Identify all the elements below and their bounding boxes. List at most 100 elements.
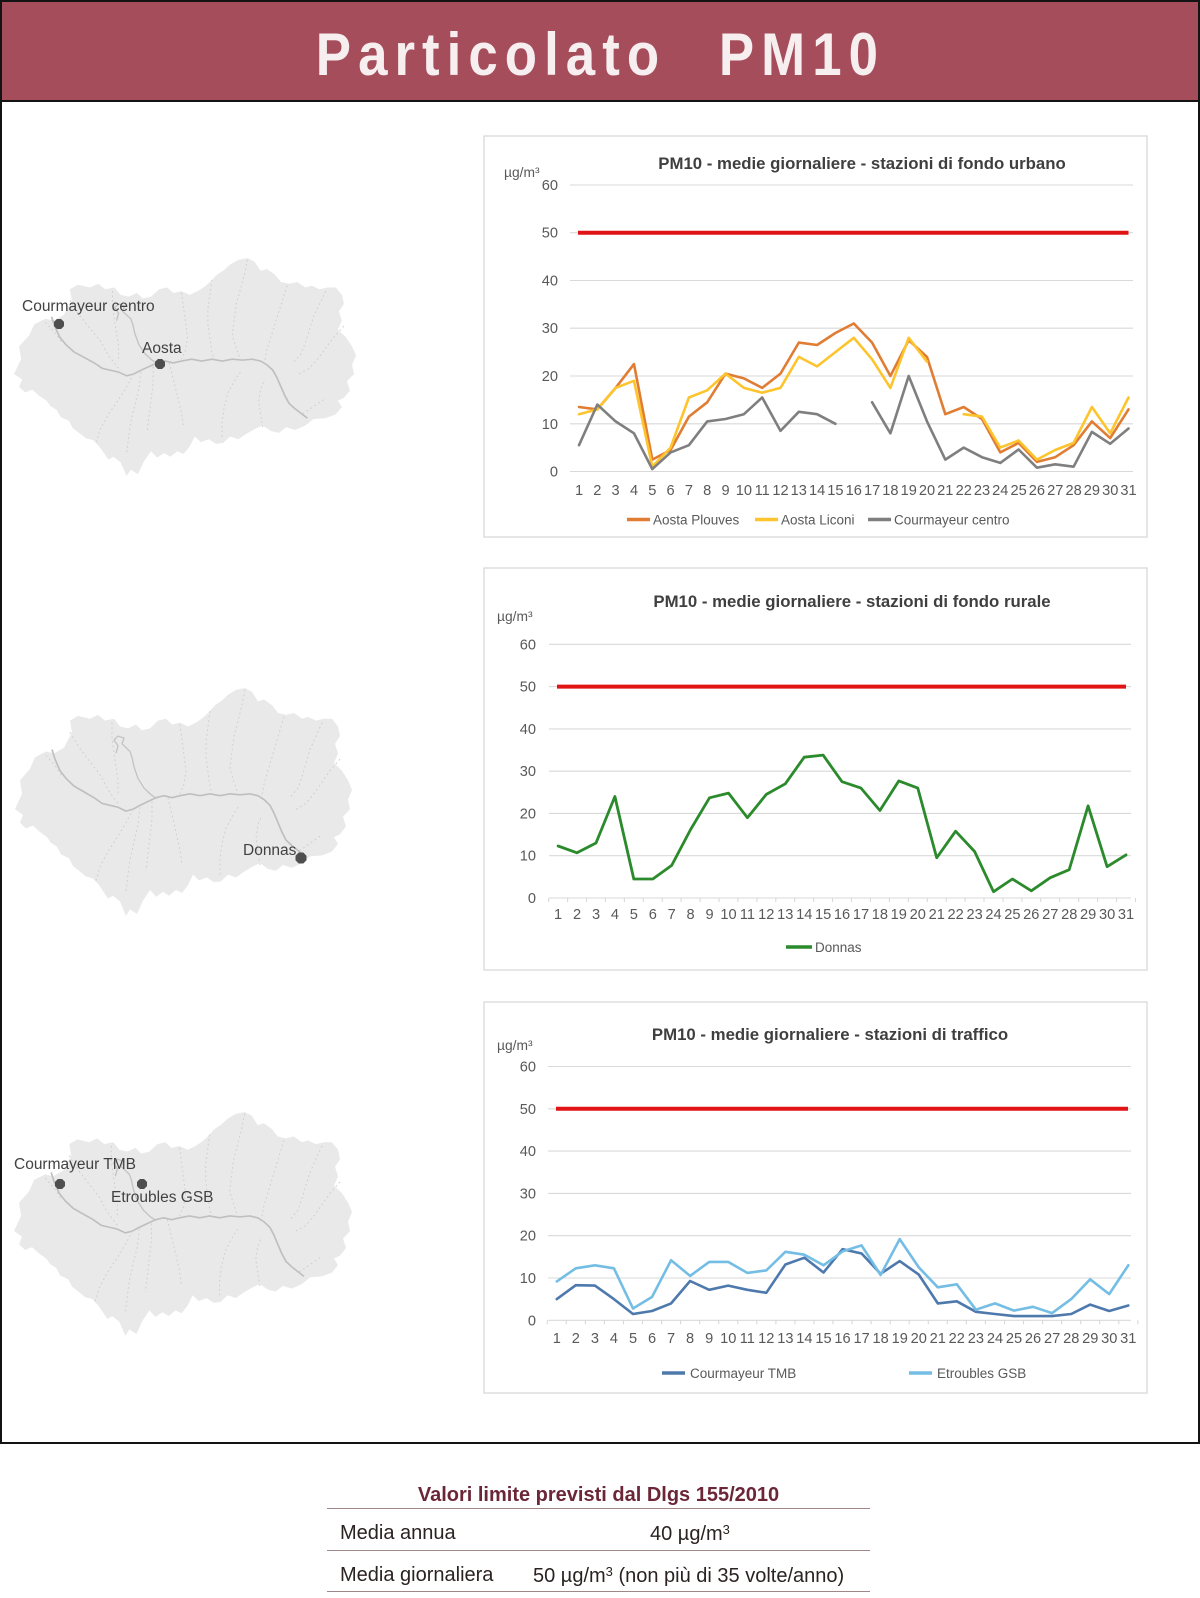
- svg-text:Donnas: Donnas: [815, 940, 862, 955]
- svg-text:20: 20: [542, 369, 558, 385]
- svg-text:10: 10: [720, 907, 736, 923]
- svg-text:9: 9: [705, 907, 713, 923]
- svg-text:21: 21: [929, 907, 945, 923]
- svg-text:20: 20: [910, 907, 926, 923]
- svg-text:40: 40: [520, 1144, 536, 1160]
- svg-text:Aosta Liconi: Aosta Liconi: [781, 513, 855, 528]
- svg-text:17: 17: [853, 1331, 869, 1347]
- svg-text:2: 2: [573, 907, 581, 923]
- svg-text:31: 31: [1118, 907, 1134, 923]
- svg-text:PM10 - medie giornaliere - sta: PM10 - medie giornaliere - stazioni di t…: [652, 1025, 1008, 1044]
- svg-text:Etroubles GSB: Etroubles GSB: [937, 1366, 1026, 1381]
- svg-text:10: 10: [720, 1331, 736, 1347]
- svg-text:31: 31: [1120, 483, 1136, 499]
- svg-text:13: 13: [791, 483, 807, 499]
- svg-text:18: 18: [882, 483, 898, 499]
- svg-text:27: 27: [1042, 907, 1058, 923]
- svg-text:Aosta Plouves: Aosta Plouves: [653, 513, 740, 528]
- svg-text:50: 50: [520, 680, 536, 696]
- svg-text:µg/m³: µg/m³: [497, 609, 533, 624]
- svg-text:1: 1: [575, 483, 583, 499]
- svg-text:7: 7: [685, 483, 693, 499]
- svg-text:30: 30: [542, 321, 558, 337]
- svg-text:20: 20: [520, 806, 536, 822]
- svg-text:26: 26: [1025, 1331, 1041, 1347]
- svg-text:µg/m³: µg/m³: [497, 1038, 533, 1053]
- svg-text:21: 21: [937, 483, 953, 499]
- svg-text:26: 26: [1023, 907, 1039, 923]
- svg-text:30: 30: [520, 764, 536, 780]
- svg-text:4: 4: [630, 483, 638, 499]
- svg-text:27: 27: [1044, 1331, 1060, 1347]
- svg-text:16: 16: [834, 907, 850, 923]
- svg-text:28: 28: [1061, 907, 1077, 923]
- svg-text:2: 2: [572, 1331, 580, 1347]
- svg-text:24: 24: [985, 907, 1001, 923]
- svg-text:30: 30: [1102, 483, 1118, 499]
- svg-text:12: 12: [758, 907, 774, 923]
- svg-text:7: 7: [668, 907, 676, 923]
- svg-text:24: 24: [992, 483, 1008, 499]
- svg-text:Courmayeur TMB: Courmayeur TMB: [690, 1366, 796, 1381]
- svg-text:25: 25: [1006, 1331, 1022, 1347]
- svg-text:11: 11: [740, 907, 755, 923]
- svg-text:40: 40: [520, 722, 536, 738]
- svg-text:12: 12: [772, 483, 788, 499]
- svg-text:24: 24: [987, 1331, 1003, 1347]
- svg-text:12: 12: [758, 1331, 774, 1347]
- svg-text:PM10 - medie giornaliere - sta: PM10 - medie giornaliere - stazioni di f…: [653, 592, 1050, 611]
- svg-text:19: 19: [891, 907, 907, 923]
- svg-text:22: 22: [956, 483, 972, 499]
- svg-text:26: 26: [1029, 483, 1045, 499]
- svg-text:8: 8: [686, 1331, 694, 1347]
- svg-text:50: 50: [542, 226, 558, 242]
- svg-text:22: 22: [947, 907, 963, 923]
- svg-text:µg/m³: µg/m³: [504, 165, 540, 180]
- svg-text:28: 28: [1063, 1331, 1079, 1347]
- svg-text:25: 25: [1004, 907, 1020, 923]
- svg-text:29: 29: [1080, 907, 1096, 923]
- svg-text:11: 11: [740, 1331, 755, 1347]
- svg-text:23: 23: [968, 1331, 984, 1347]
- svg-text:15: 15: [815, 1331, 831, 1347]
- svg-text:29: 29: [1084, 483, 1100, 499]
- svg-text:14: 14: [796, 907, 812, 923]
- svg-text:3: 3: [591, 1331, 599, 1347]
- svg-text:2: 2: [593, 483, 601, 499]
- svg-text:0: 0: [528, 891, 536, 907]
- svg-text:25: 25: [1010, 483, 1026, 499]
- svg-text:Donnas: Donnas: [243, 842, 297, 859]
- svg-text:3: 3: [592, 907, 600, 923]
- svg-text:22: 22: [949, 1331, 965, 1347]
- svg-text:31: 31: [1120, 1331, 1136, 1347]
- svg-text:30: 30: [520, 1186, 536, 1202]
- svg-text:3: 3: [612, 483, 620, 499]
- svg-text:14: 14: [809, 483, 825, 499]
- svg-text:29: 29: [1082, 1331, 1098, 1347]
- svg-text:13: 13: [777, 907, 793, 923]
- svg-text:1: 1: [554, 907, 562, 923]
- svg-text:Courmayeur TMB: Courmayeur TMB: [14, 1156, 136, 1173]
- svg-text:4: 4: [611, 907, 619, 923]
- svg-text:17: 17: [864, 483, 880, 499]
- svg-text:40: 40: [542, 274, 558, 290]
- svg-text:20: 20: [911, 1331, 927, 1347]
- svg-text:23: 23: [966, 907, 982, 923]
- svg-text:0: 0: [528, 1313, 536, 1329]
- svg-text:0: 0: [550, 465, 558, 481]
- svg-text:18: 18: [872, 907, 888, 923]
- svg-text:14: 14: [796, 1331, 812, 1347]
- svg-text:27: 27: [1047, 483, 1063, 499]
- svg-text:13: 13: [777, 1331, 793, 1347]
- svg-text:10: 10: [542, 417, 558, 433]
- svg-text:8: 8: [687, 907, 695, 923]
- svg-text:60: 60: [520, 1060, 536, 1076]
- svg-text:6: 6: [667, 483, 675, 499]
- svg-text:20: 20: [520, 1229, 536, 1245]
- svg-text:16: 16: [846, 483, 862, 499]
- svg-text:30: 30: [1101, 1331, 1117, 1347]
- svg-text:PM10 - medie giornaliere - sta: PM10 - medie giornaliere - stazioni di f…: [658, 154, 1065, 173]
- svg-text:15: 15: [827, 483, 843, 499]
- svg-text:5: 5: [630, 907, 638, 923]
- svg-text:11: 11: [755, 483, 770, 499]
